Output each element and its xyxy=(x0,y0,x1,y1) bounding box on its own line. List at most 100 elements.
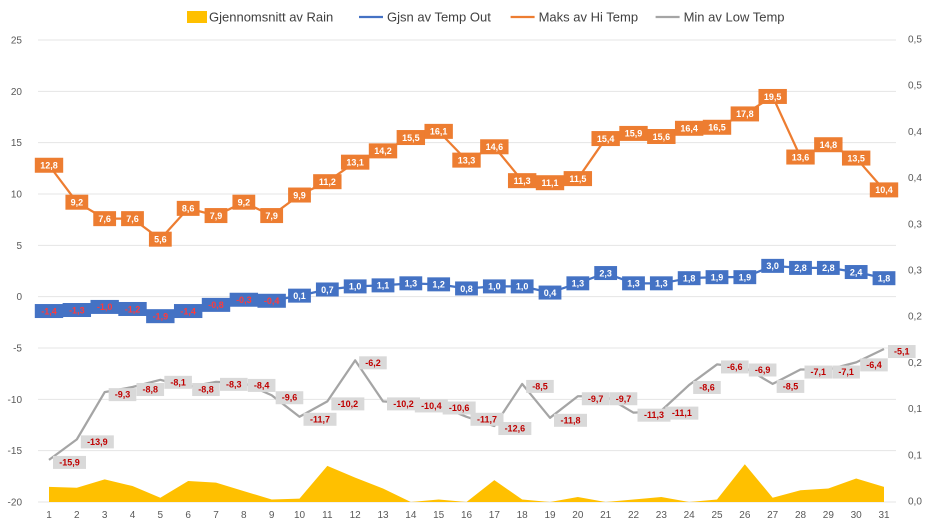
right-axis-tick-label: 0,0 xyxy=(908,497,922,508)
data-label: 5,6 xyxy=(154,234,167,244)
data-label: 9,9 xyxy=(293,190,306,200)
data-label-box xyxy=(368,143,398,159)
data-label: 0,8 xyxy=(460,284,473,294)
data-label-box xyxy=(371,278,395,293)
x-axis-tick-label: 21 xyxy=(600,510,612,521)
data-label-box xyxy=(442,401,476,415)
data-label: -0,3 xyxy=(236,295,252,305)
data-label: 13,6 xyxy=(792,152,810,162)
data-label: 2,4 xyxy=(850,267,863,277)
data-label-box xyxy=(554,413,587,427)
data-label: -1,0 xyxy=(97,302,113,312)
data-label: -6,2 xyxy=(365,358,381,368)
data-label-box xyxy=(303,412,337,426)
data-label: -0,8 xyxy=(208,300,224,310)
data-label-box xyxy=(581,392,610,406)
data-label: 1,0 xyxy=(516,282,529,292)
right-axis-tick-label: 0,1 xyxy=(908,404,922,415)
data-label-box xyxy=(563,171,593,187)
data-label: 1,3 xyxy=(627,279,640,289)
x-axis-tick-label: 31 xyxy=(878,510,890,521)
data-label-box xyxy=(288,187,311,203)
data-label-box xyxy=(721,360,749,374)
data-label: 1,3 xyxy=(572,279,585,289)
data-label-box xyxy=(538,285,562,300)
data-label-box xyxy=(399,276,423,291)
data-label: -8,3 xyxy=(226,379,242,389)
data-label: -1,4 xyxy=(41,306,57,316)
data-label: -10,2 xyxy=(393,399,414,409)
x-axis-tick-label: 8 xyxy=(241,510,247,521)
data-label-box xyxy=(470,412,504,426)
rain-area xyxy=(49,464,884,502)
x-axis-tick-label: 30 xyxy=(851,510,863,521)
data-label: -0,4 xyxy=(264,296,280,306)
data-label: 1,1 xyxy=(377,281,390,291)
data-label: -8,8 xyxy=(198,385,214,395)
data-label: 1,9 xyxy=(739,272,752,282)
data-label: 15,6 xyxy=(653,132,671,142)
x-axis-tick-label: 9 xyxy=(269,510,275,521)
data-label: -12,6 xyxy=(505,424,526,434)
data-label-box xyxy=(869,182,899,198)
x-axis-tick-label: 23 xyxy=(656,510,668,521)
left-axis-tick-label: 15 xyxy=(11,138,23,149)
data-label-box xyxy=(804,365,833,379)
right-axis-tick-label: 0,3 xyxy=(908,266,922,277)
data-label: -10,2 xyxy=(338,399,359,409)
data-label-box xyxy=(452,152,481,168)
data-label-box xyxy=(832,365,860,379)
right-axis-tick-label: 0,5 xyxy=(908,81,922,92)
data-label: -9,7 xyxy=(588,394,604,404)
x-axis-tick-label: 10 xyxy=(294,510,306,521)
data-label: 16,4 xyxy=(680,124,698,134)
data-label-box xyxy=(535,175,565,191)
data-label-box xyxy=(220,377,248,391)
data-label: 14,8 xyxy=(820,140,838,150)
data-label-box xyxy=(693,380,721,394)
data-label: 7,6 xyxy=(126,214,139,224)
data-label-box xyxy=(427,277,451,292)
x-axis-tick-label: 28 xyxy=(795,510,807,521)
data-label: -7,1 xyxy=(838,367,854,377)
data-label: 0,1 xyxy=(293,291,306,301)
data-label-box xyxy=(204,208,228,224)
data-label-box xyxy=(619,125,648,141)
x-axis-tick-label: 22 xyxy=(628,510,640,521)
data-label: 7,6 xyxy=(98,214,111,224)
data-label-box xyxy=(275,391,304,405)
data-label-box xyxy=(647,129,676,145)
data-label: -6,6 xyxy=(727,362,743,372)
data-label: 1,8 xyxy=(878,273,891,283)
data-label: -8,6 xyxy=(699,382,715,392)
x-axis-tick-label: 7 xyxy=(213,510,219,521)
data-label-layer: -1,4 -1,3 -1,0 -1,2 -1,9 -1,4 -0,8 -0,3 -0,4 0,1 0… xyxy=(34,88,916,469)
data-label: -6,4 xyxy=(866,360,882,370)
data-label: 7,9 xyxy=(210,211,223,221)
data-label-box xyxy=(665,406,699,420)
data-label: -8,1 xyxy=(170,377,186,387)
data-label-box xyxy=(860,358,888,372)
data-label: 2,8 xyxy=(794,263,807,273)
data-label-box xyxy=(730,106,760,122)
data-label: -9,7 xyxy=(616,394,632,404)
data-label-box xyxy=(176,200,200,216)
data-label-box xyxy=(594,266,618,281)
data-label-box xyxy=(62,303,92,318)
data-label: 11,2 xyxy=(319,177,336,187)
right-axis-tick-label: 0,2 xyxy=(908,312,922,323)
data-label-box xyxy=(507,173,537,189)
data-label-box xyxy=(844,265,868,280)
data-label-box xyxy=(359,356,387,370)
data-label-box xyxy=(705,270,729,285)
x-axis-tick-label: 29 xyxy=(823,510,835,521)
data-label: 16,1 xyxy=(430,127,448,137)
data-label-box xyxy=(455,281,478,296)
data-label-box xyxy=(637,408,671,422)
data-label-box xyxy=(93,211,117,227)
data-label: 9,2 xyxy=(238,198,251,208)
data-label-box xyxy=(396,130,426,146)
data-label-box xyxy=(677,271,701,286)
data-label-box xyxy=(414,399,448,413)
